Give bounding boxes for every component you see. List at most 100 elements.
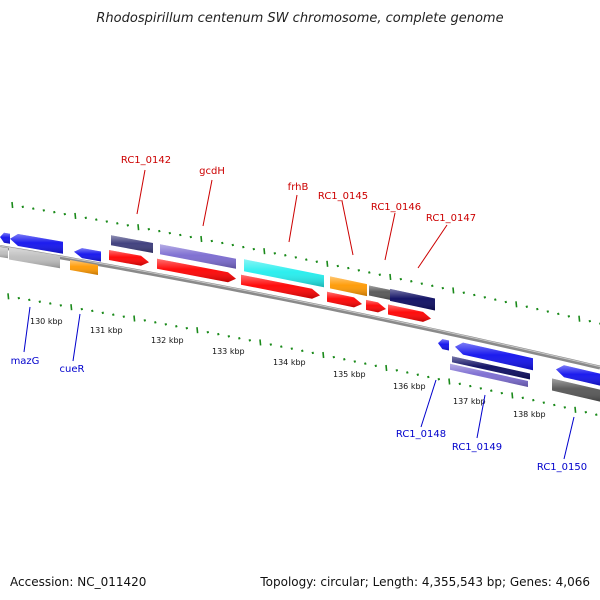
gene-rc1-0149[interactable] [455, 342, 533, 371]
major-tick [196, 327, 199, 334]
minor-tick [500, 391, 504, 395]
cds-frhb[interactable] [241, 274, 320, 299]
leader-line [420, 379, 437, 428]
gene-cuer-upper[interactable] [74, 248, 101, 262]
minor-tick [143, 319, 147, 322]
minor-tick [28, 298, 31, 302]
minor-tick [221, 241, 224, 245]
minor-tick [441, 286, 445, 290]
cds-gcdh[interactable] [157, 258, 236, 283]
gene-rc1-0149-low[interactable] [450, 363, 528, 387]
gene-label-mazg[interactable]: mazG [11, 356, 40, 367]
scale-label-131: 131 kbp [90, 326, 123, 335]
major-tick [74, 212, 77, 219]
minor-tick [185, 326, 189, 330]
minor-tick [49, 302, 52, 305]
major-tick [133, 315, 136, 322]
gene-label-rc1-0145[interactable]: RC1_0145 [318, 191, 368, 202]
minor-tick [17, 296, 21, 300]
minor-tick [305, 258, 308, 261]
gene-rc1-0149-mid[interactable] [452, 356, 530, 380]
topology-text: Topology: circular; Length: 4,355,543 bp… [259, 575, 590, 589]
cds-rc1-0147[interactable] [388, 304, 431, 322]
gene-left-blue-shading [0, 232, 10, 244]
minor-tick [294, 256, 298, 259]
gene-mazg-lower-shading [9, 247, 60, 269]
minor-tick [368, 271, 371, 274]
gene-rc1-0148-small[interactable] [438, 339, 449, 351]
minor-tick [101, 311, 105, 315]
minor-tick [567, 315, 571, 318]
gene-rc1-0142[interactable] [111, 235, 153, 253]
minor-tick [284, 254, 287, 257]
minor-tick [154, 321, 157, 324]
leader-line [23, 306, 31, 353]
gene-rc1-0146[interactable] [369, 285, 390, 300]
gene-label-rc1-0147[interactable]: RC1_0147 [426, 213, 476, 224]
gene-label-frhb[interactable]: frhB [288, 182, 309, 193]
minor-tick [315, 260, 319, 263]
gene-gcdh-shading [160, 244, 236, 269]
scale-label-133: 133 kbp [212, 347, 245, 356]
gene-label-cuer[interactable]: cueR [60, 364, 85, 375]
gene-rc1-0150[interactable] [556, 365, 600, 386]
gene-label-rc1-0149[interactable]: RC1_0149 [452, 442, 502, 453]
major-tick [200, 235, 203, 243]
major-tick [385, 364, 388, 372]
leader-line [384, 212, 396, 261]
minor-tick [179, 233, 182, 237]
gene-mazg[interactable] [10, 234, 63, 254]
gene-label-rc1-0142[interactable]: RC1_0142 [121, 155, 171, 166]
major-tick [137, 224, 140, 231]
cds-rc1-0145[interactable] [327, 291, 362, 308]
gene-mazg-shading [10, 234, 63, 254]
minor-tick [347, 266, 350, 270]
map-title: Rhodospirillum centenum SW chromosome, c… [96, 11, 503, 26]
cds-rc1-0146-shading [366, 299, 386, 313]
minor-tick [42, 209, 46, 212]
minor-tick [252, 247, 256, 251]
minor-tick [546, 310, 550, 313]
gene-left-gray[interactable] [0, 247, 8, 259]
feature-layer [0, 232, 600, 402]
gene-gcdh[interactable] [160, 244, 236, 269]
gene-left-blue[interactable] [0, 232, 10, 244]
genome-backbone [0, 245, 600, 370]
minor-tick [32, 207, 35, 210]
minor-tick [217, 332, 220, 336]
minor-tick [189, 235, 193, 239]
minor-tick [542, 401, 546, 404]
minor-tick [175, 325, 178, 328]
gene-rc1-0149-shading [455, 342, 533, 371]
gene-cuer-upper-shading [74, 248, 101, 262]
cds-rc1-0142[interactable] [109, 250, 149, 266]
gene-rc1-0147[interactable] [390, 288, 435, 311]
major-tick [452, 287, 455, 294]
minor-tick [532, 398, 535, 402]
minor-tick [158, 229, 161, 233]
gene-label-rc1-0150[interactable]: RC1_0150 [537, 462, 587, 473]
gene-mazg-lower[interactable] [9, 247, 60, 269]
minor-tick [462, 291, 466, 294]
gene-cuer[interactable] [70, 260, 98, 275]
cds-rc1-0146[interactable] [366, 299, 386, 313]
gene-label-rc1-0146[interactable]: RC1_0146 [371, 202, 421, 213]
cds-frhb-shading [241, 274, 320, 299]
gene-frhb[interactable] [244, 259, 324, 288]
minor-tick [410, 280, 413, 283]
gene-rc1-0145[interactable] [330, 276, 367, 297]
minor-tick [521, 396, 525, 400]
minor-tick [431, 284, 434, 288]
minor-tick [206, 330, 210, 334]
gene-label-rc1-0148[interactable]: RC1_0148 [396, 429, 446, 440]
minor-tick [357, 269, 361, 272]
major-tick [326, 260, 329, 267]
gene-label-gcdh[interactable]: gcdH [199, 166, 225, 177]
gene-frhb-shading [244, 259, 324, 288]
minor-tick [525, 305, 529, 308]
minor-tick [116, 222, 119, 225]
gene-rc1-0150-low[interactable] [552, 378, 600, 402]
genome-backbone-highlight [0, 245, 600, 368]
minor-tick [584, 410, 588, 414]
minor-tick [479, 387, 483, 390]
